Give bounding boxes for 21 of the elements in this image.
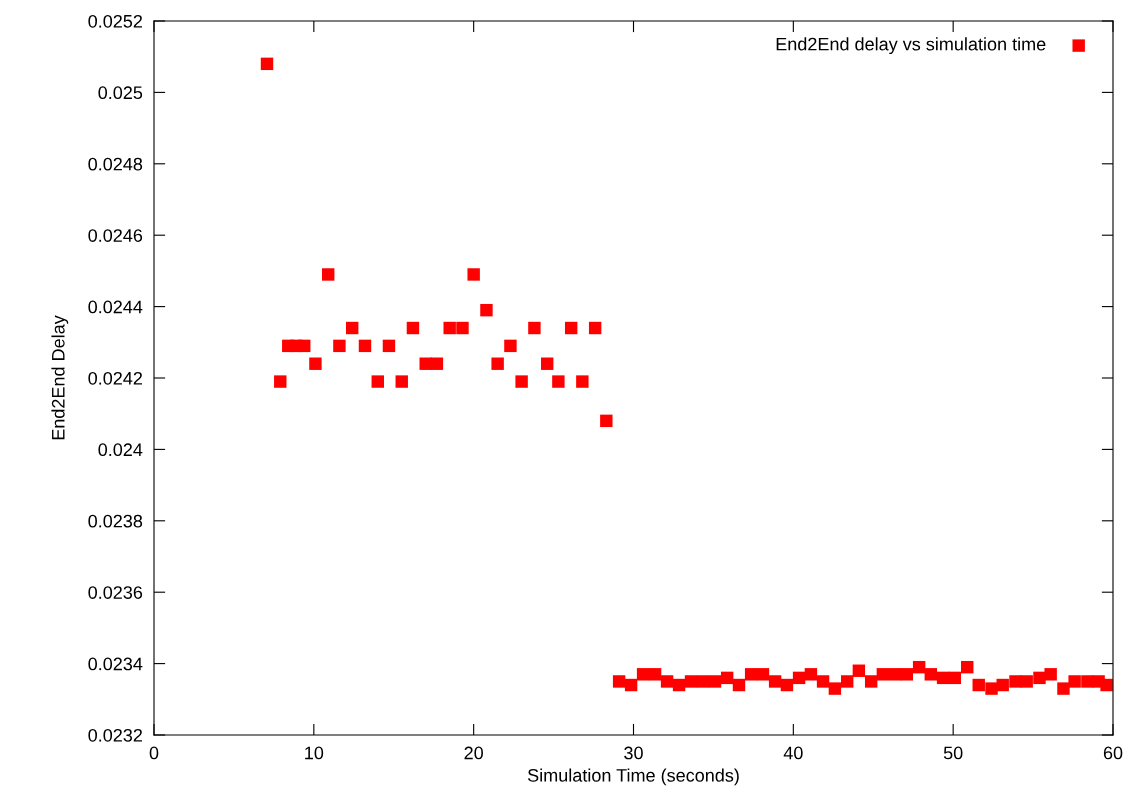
y-tick-label: 0.0248 <box>88 157 143 171</box>
x-tick-label: 30 <box>624 746 643 760</box>
y-axis-title: End2End Delay <box>51 315 69 440</box>
y-tick-label: 0.0236 <box>88 586 143 599</box>
x-tick-label: 10 <box>305 746 324 760</box>
y-tick-label: 0.025 <box>98 86 143 100</box>
x-tick-label: 0 <box>149 746 159 760</box>
x-tick-label: 20 <box>464 746 483 760</box>
x-axis-title: Simulation Time (seconds) <box>527 768 739 786</box>
y-tick-label: 0.0238 <box>88 514 143 528</box>
y-tick-label: 0.0232 <box>88 728 142 742</box>
x-tick-label: 50 <box>943 746 963 760</box>
x-tick-label: 60 <box>1103 746 1123 760</box>
x-tick-label: 40 <box>783 746 803 760</box>
y-tick-label: 0.0242 <box>88 371 142 385</box>
y-tick-label: 0.0252 <box>88 14 142 28</box>
y-tick-label: 0.0244 <box>88 300 143 314</box>
y-tick-label: 0.0234 <box>88 657 143 671</box>
legend-label: End2End delay vs simulation time <box>776 37 1046 55</box>
y-tick-label: 0.0246 <box>88 229 143 242</box>
y-tick-label: 0.024 <box>98 443 143 457</box>
